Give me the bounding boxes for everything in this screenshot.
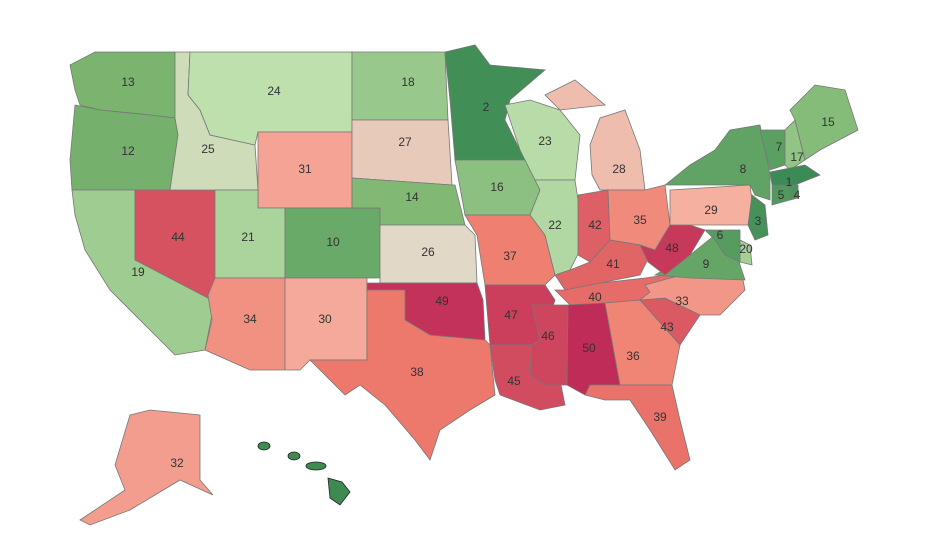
state-rank-label: 32 <box>170 456 184 470</box>
state-rank-label: 41 <box>606 257 620 271</box>
state-rank-label: 47 <box>504 308 518 322</box>
state-rank-label: 39 <box>653 410 667 424</box>
state <box>747 194 769 241</box>
state-rank-label: 42 <box>588 218 602 232</box>
island <box>257 441 271 451</box>
state <box>529 304 569 386</box>
state-rank-label: 29 <box>704 203 718 217</box>
state-rank-label: 21 <box>241 230 255 244</box>
state <box>789 184 799 201</box>
state <box>604 299 681 386</box>
state <box>504 99 581 181</box>
state-rank-label: 18 <box>401 75 415 89</box>
state-rank-label: 14 <box>405 190 419 204</box>
state-rank-label: 43 <box>660 320 674 334</box>
state-rank-label: 46 <box>541 329 555 343</box>
state <box>444 44 546 161</box>
state <box>79 409 214 526</box>
state-rank-label: 38 <box>410 365 424 379</box>
state <box>584 384 691 471</box>
state-rank-label: 49 <box>435 294 449 308</box>
state-rank-label: 31 <box>298 162 312 176</box>
state <box>309 289 496 461</box>
state-rank-label: 50 <box>582 341 596 355</box>
state <box>351 51 449 121</box>
state-rank-label: 4 <box>794 188 801 202</box>
state-rank-label: 30 <box>318 312 332 326</box>
state <box>704 229 741 263</box>
state-rank-label: 9 <box>703 257 710 271</box>
state <box>784 119 806 171</box>
hawaii <box>257 441 351 506</box>
state-rank-label: 1 <box>786 175 793 189</box>
state-rank-label: 17 <box>790 150 804 164</box>
state-rank-label: 44 <box>171 230 185 244</box>
state-rank-label: 12 <box>121 144 135 158</box>
island <box>327 477 351 506</box>
state <box>669 184 756 226</box>
state <box>187 51 353 146</box>
state-rank-label: 26 <box>421 245 435 259</box>
state-rank-label: 36 <box>626 349 640 363</box>
state-rank-label: 2 <box>483 100 490 114</box>
state-rank-label: 19 <box>131 265 145 279</box>
state <box>589 109 646 191</box>
state-rank-label: 40 <box>588 290 602 304</box>
state-rank-label: 48 <box>665 241 679 255</box>
state-rank-label: 25 <box>201 142 215 156</box>
state <box>204 277 286 371</box>
state <box>379 224 478 284</box>
state-rank-label: 33 <box>675 294 689 308</box>
state-rank-label: 20 <box>739 242 753 256</box>
state-rank-label: 15 <box>821 115 835 129</box>
state-rank-label: 22 <box>548 218 562 232</box>
state-rank-label: 13 <box>121 75 135 89</box>
state-rank-label: 28 <box>612 162 626 176</box>
state-rank-label: 27 <box>398 135 412 149</box>
state <box>351 119 453 186</box>
state-rank-label: 35 <box>633 213 647 227</box>
island <box>287 451 301 461</box>
state-rank-label: 34 <box>243 312 257 326</box>
state-rank-label: 5 <box>778 188 785 202</box>
state <box>789 84 859 161</box>
state-rank-label: 24 <box>267 84 281 98</box>
state <box>544 79 606 111</box>
state <box>769 164 821 186</box>
state-rank-label: 16 <box>490 180 504 194</box>
state-rank-label: 45 <box>507 374 521 388</box>
state-rank-label: 6 <box>717 228 724 242</box>
state-rank-label: 10 <box>326 235 340 249</box>
state-rank-label: 7 <box>776 140 783 154</box>
state-rank-label: 37 <box>503 249 517 263</box>
island <box>305 461 327 471</box>
state-rank-label: 8 <box>740 162 747 176</box>
state-rank-label: 23 <box>538 134 552 148</box>
state-rank-label: 3 <box>755 214 762 228</box>
